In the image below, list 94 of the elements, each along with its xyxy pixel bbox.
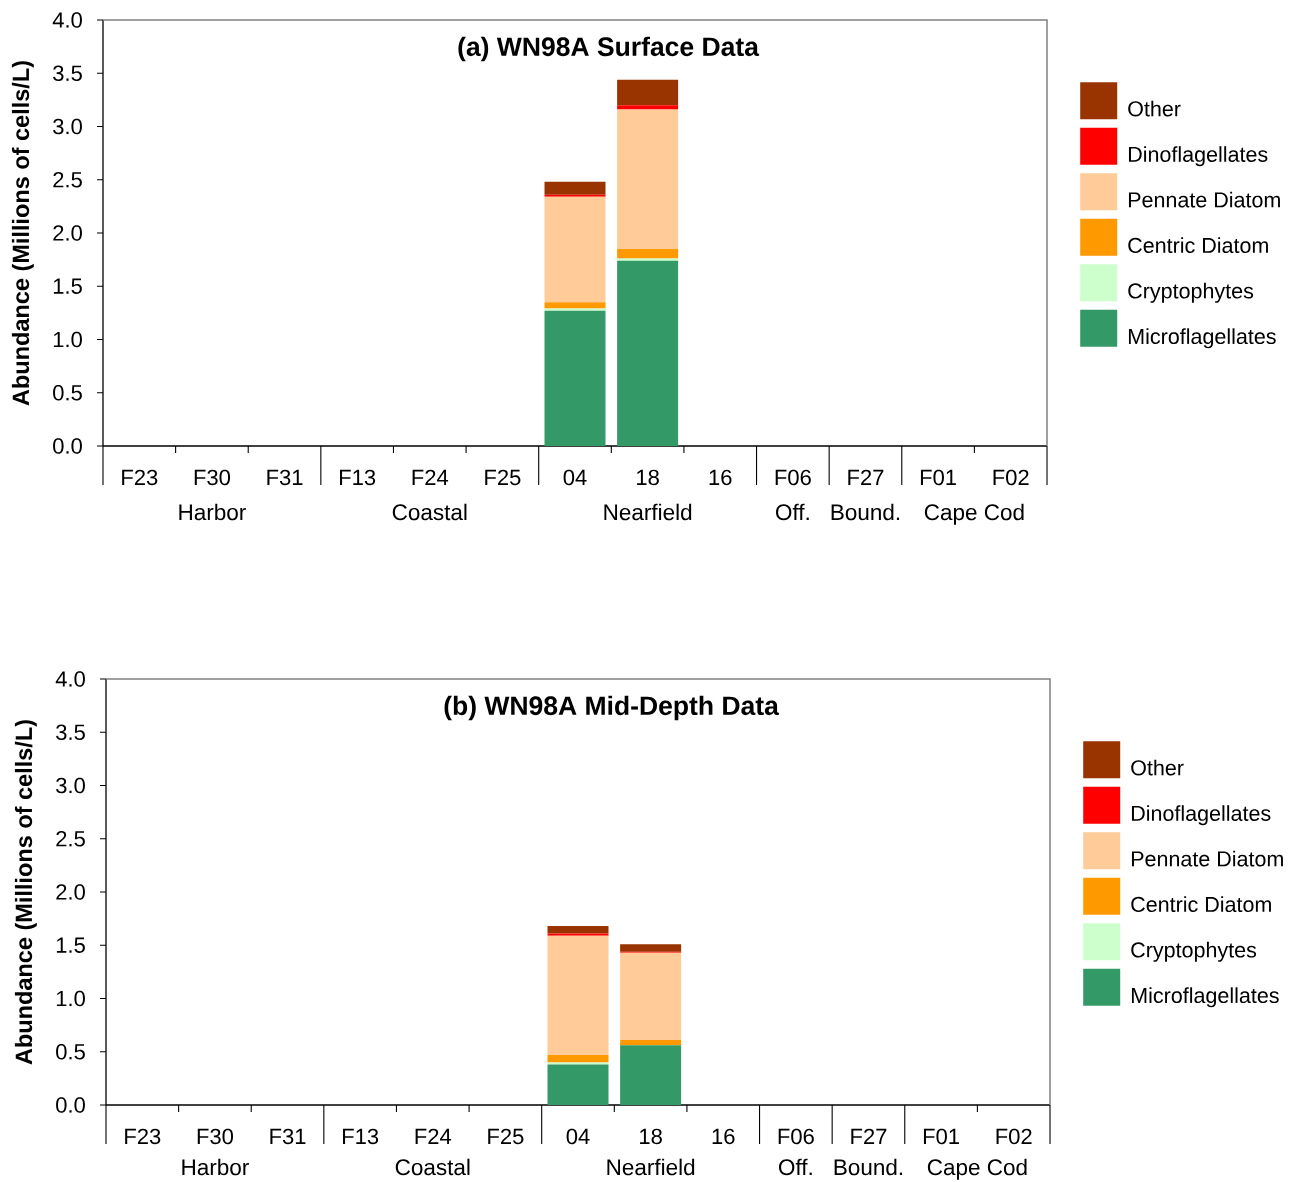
x-tick-label: F06 bbox=[775, 469, 811, 486]
legend-label: Pennate Diatom bbox=[1131, 850, 1283, 867]
y-tick-label: 1.5 bbox=[53, 278, 82, 294]
bar bbox=[620, 1040, 682, 1046]
bar bbox=[617, 105, 679, 110]
bar bbox=[544, 181, 606, 195]
x-tick-label: F30 bbox=[197, 1128, 234, 1145]
text: Bound. bbox=[831, 503, 900, 521]
text: Harbor bbox=[179, 503, 246, 521]
x-tick-label: F23 bbox=[122, 469, 158, 486]
y-tick-label: 1.0 bbox=[56, 990, 85, 1007]
x-tick-label: F23 bbox=[125, 1128, 161, 1145]
text: Coastal bbox=[395, 1158, 470, 1176]
x-tick-label: F27 bbox=[851, 1128, 887, 1144]
y-tick-label: 4.0 bbox=[55, 671, 85, 687]
text: (a) WN98A Surface Data bbox=[458, 36, 760, 62]
x-tick-label: 18 bbox=[637, 469, 659, 486]
y-tick-label: 3.0 bbox=[53, 118, 82, 135]
text: Off. bbox=[775, 503, 809, 521]
x-tick-label: 04 bbox=[566, 1128, 590, 1145]
x-tick-label: F02 bbox=[996, 1128, 1032, 1145]
bar bbox=[547, 1054, 609, 1063]
x-tick-label: 16 bbox=[709, 469, 732, 486]
bar bbox=[544, 308, 606, 311]
x-tick-label: F13 bbox=[340, 469, 376, 486]
text: (b) WN98A Mid-Depth Data bbox=[444, 695, 780, 721]
y-tick-label: 3.0 bbox=[56, 777, 85, 794]
x-tick-label: F31 bbox=[267, 469, 303, 486]
x-tick-label: F30 bbox=[194, 469, 231, 486]
y-tick-label: 3.5 bbox=[53, 65, 82, 82]
bar bbox=[617, 248, 679, 259]
bar bbox=[620, 1045, 682, 1105]
text: Off. bbox=[778, 1158, 812, 1176]
y-axis-title: Abundance (Millions of cells/L) bbox=[11, 61, 34, 406]
y-tick-label: 0.5 bbox=[53, 384, 82, 401]
bar bbox=[544, 310, 606, 446]
y-tick-label: 0.0 bbox=[56, 1097, 85, 1113]
legend-label: Cryptophytes bbox=[1131, 941, 1257, 962]
legend-label: Microflagellates bbox=[1128, 328, 1276, 349]
x-tick-label: 18 bbox=[640, 1128, 662, 1145]
text: Cape Cod bbox=[924, 503, 1024, 525]
y-axis-title: Abundance (Millions of cells/L) bbox=[14, 720, 37, 1065]
text: Harbor bbox=[182, 1158, 249, 1176]
x-tick-label: 04 bbox=[563, 469, 587, 486]
bar bbox=[547, 933, 609, 936]
x-tick-label: F01 bbox=[920, 469, 956, 486]
y-tick-label: 0.5 bbox=[56, 1043, 85, 1060]
x-tick-label: F25 bbox=[485, 469, 521, 486]
x-tick-label: F25 bbox=[488, 1128, 524, 1145]
x-tick-label: F31 bbox=[270, 1128, 306, 1145]
legend-label: Pennate Diatom bbox=[1128, 191, 1280, 208]
y-tick-label: 2.0 bbox=[56, 884, 85, 900]
text: Nearfield bbox=[607, 1158, 695, 1176]
legend-label: Centric Diatom bbox=[1128, 237, 1268, 254]
bar bbox=[547, 926, 609, 934]
legend-label: Dinoflagellates bbox=[1131, 805, 1271, 826]
bar bbox=[547, 935, 609, 1055]
bar bbox=[544, 196, 606, 303]
bar bbox=[547, 1062, 609, 1065]
x-tick-label: F02 bbox=[993, 469, 1029, 486]
legend-label: Centric Diatom bbox=[1131, 896, 1271, 913]
bar bbox=[617, 79, 679, 106]
bar bbox=[547, 1064, 609, 1105]
legend-label: Dinoflagellates bbox=[1128, 146, 1268, 167]
bar bbox=[544, 302, 606, 309]
y-tick-label: 2.5 bbox=[53, 171, 82, 188]
bar bbox=[544, 194, 606, 197]
y-tick-label: 4.0 bbox=[52, 12, 82, 28]
y-tick-label: 3.5 bbox=[56, 724, 85, 741]
text: Cape Cod bbox=[927, 1158, 1027, 1180]
x-tick-label: F27 bbox=[848, 469, 884, 485]
text: Nearfield bbox=[604, 503, 692, 521]
x-tick-label: F24 bbox=[415, 1128, 452, 1144]
text: Coastal bbox=[392, 503, 467, 521]
y-tick-label: 2.0 bbox=[53, 225, 82, 241]
legend-label: Microflagellates bbox=[1131, 987, 1279, 1008]
legend-label: Cryptophytes bbox=[1128, 282, 1254, 303]
bar bbox=[617, 109, 679, 249]
bar bbox=[617, 260, 679, 446]
legend-label: Other bbox=[1128, 100, 1181, 117]
x-tick-label: F01 bbox=[923, 1128, 959, 1145]
bar bbox=[620, 952, 682, 1041]
x-tick-label: 16 bbox=[712, 1128, 735, 1145]
x-tick-label: F24 bbox=[412, 469, 449, 485]
text: Bound. bbox=[834, 1158, 903, 1176]
x-tick-label: F13 bbox=[343, 1128, 379, 1145]
bar bbox=[620, 944, 682, 952]
y-tick-label: 0.0 bbox=[53, 438, 82, 454]
legend-label: Other bbox=[1131, 759, 1184, 776]
x-tick-label: F06 bbox=[778, 1128, 814, 1145]
y-tick-label: 2.5 bbox=[56, 830, 85, 847]
bar bbox=[617, 258, 679, 261]
y-tick-label: 1.0 bbox=[53, 331, 82, 348]
y-tick-label: 1.5 bbox=[56, 937, 85, 953]
